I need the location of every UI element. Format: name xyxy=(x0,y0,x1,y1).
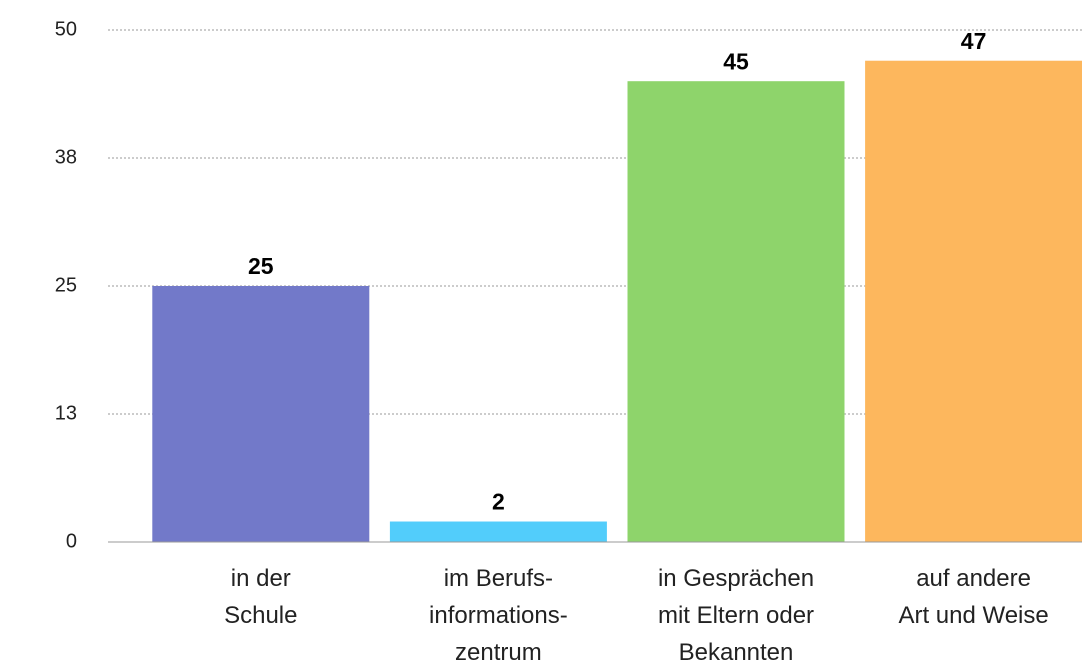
x-tick-label: in Gesprächen mit Eltern oder Bekannten xyxy=(657,565,815,666)
bar xyxy=(627,81,845,542)
value-label: 45 xyxy=(723,48,749,74)
bar xyxy=(389,521,607,542)
value-label: 47 xyxy=(961,28,987,54)
value-label: 25 xyxy=(248,253,274,279)
bar xyxy=(152,286,370,542)
y-tick-label: 50 xyxy=(55,18,77,40)
y-tick-label: 38 xyxy=(55,146,77,168)
x-tick-label: auf andere Art und Weise xyxy=(898,565,1049,629)
y-tick-label: 0 xyxy=(66,530,77,552)
x-tick-label: in der Schule xyxy=(224,565,298,629)
bar xyxy=(865,60,1082,542)
value-label: 2 xyxy=(492,489,505,515)
y-tick-label: 13 xyxy=(55,402,77,424)
x-tick-label: im Berufs- informations- zentrum xyxy=(429,565,568,666)
y-tick-label: 25 xyxy=(55,274,77,296)
